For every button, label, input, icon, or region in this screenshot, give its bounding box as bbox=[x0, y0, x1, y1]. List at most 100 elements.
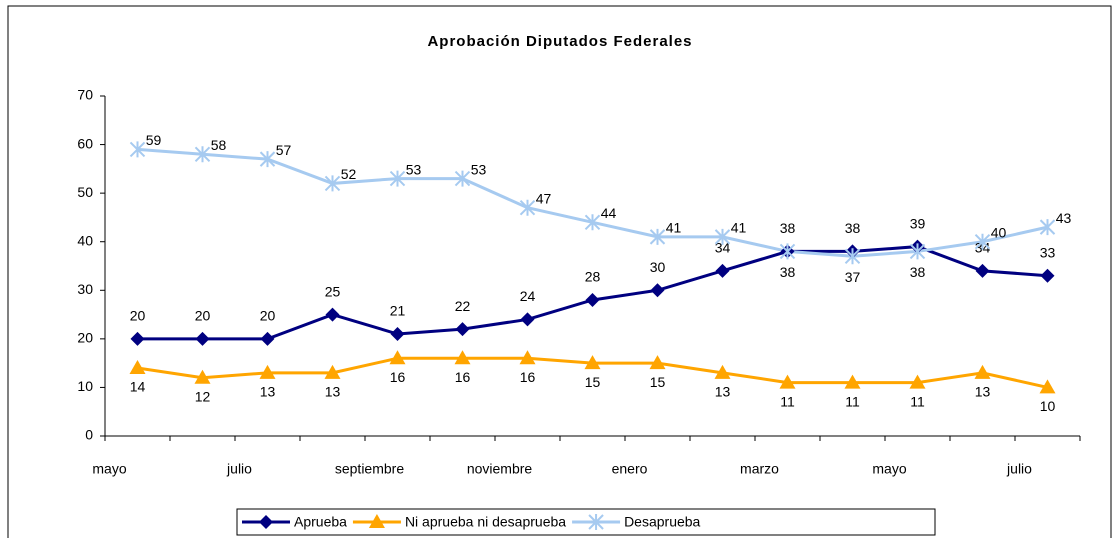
data-label: 20 bbox=[195, 308, 211, 324]
point bbox=[195, 331, 210, 346]
data-label: 25 bbox=[325, 283, 341, 299]
data-label: 13 bbox=[715, 384, 731, 400]
data-label: 16 bbox=[455, 369, 471, 385]
x-tick-label: marzo bbox=[740, 461, 779, 477]
data-label: 16 bbox=[390, 369, 406, 385]
data-label: 43 bbox=[1056, 210, 1072, 226]
point bbox=[454, 350, 471, 365]
y-tick-label: 10 bbox=[77, 378, 93, 394]
point bbox=[844, 374, 861, 389]
data-label: 47 bbox=[536, 190, 552, 206]
point bbox=[779, 374, 796, 389]
data-label: 16 bbox=[520, 369, 536, 385]
data-label: 38 bbox=[780, 220, 796, 236]
y-tick-label: 60 bbox=[77, 135, 93, 151]
point bbox=[714, 364, 731, 379]
data-label: 57 bbox=[276, 142, 292, 158]
point bbox=[909, 243, 926, 260]
data-label: 59 bbox=[146, 132, 162, 148]
data-label: 22 bbox=[455, 298, 471, 314]
data-label: 41 bbox=[731, 220, 747, 236]
point bbox=[714, 228, 731, 245]
point bbox=[259, 364, 276, 379]
data-label: 33 bbox=[1040, 244, 1056, 260]
x-tick-label: julio bbox=[1006, 461, 1032, 477]
data-label: 11 bbox=[910, 393, 925, 409]
legend-marker bbox=[588, 514, 604, 530]
data-label: 13 bbox=[260, 384, 276, 400]
x-tick-label: septiembre bbox=[335, 461, 404, 477]
legend-marker bbox=[368, 514, 385, 528]
point bbox=[1040, 268, 1055, 283]
point bbox=[325, 307, 340, 322]
point bbox=[909, 374, 926, 389]
point bbox=[650, 283, 665, 298]
point bbox=[844, 248, 861, 265]
data-label: 39 bbox=[910, 215, 926, 231]
point bbox=[389, 350, 406, 365]
data-label: 13 bbox=[325, 384, 341, 400]
y-tick-label: 30 bbox=[77, 281, 93, 297]
legend-label: Desaprueba bbox=[624, 514, 700, 530]
data-label: 40 bbox=[991, 224, 1007, 240]
data-label: 11 bbox=[780, 393, 795, 409]
data-label: 10 bbox=[1040, 398, 1056, 414]
point bbox=[390, 327, 405, 341]
point bbox=[260, 331, 275, 346]
point bbox=[585, 293, 600, 307]
data-label: 13 bbox=[975, 384, 991, 400]
data-label: 41 bbox=[666, 220, 682, 236]
chart-border bbox=[7, 5, 1112, 538]
point bbox=[974, 364, 991, 379]
data-label: 24 bbox=[520, 288, 536, 304]
point bbox=[1039, 379, 1056, 394]
x-tick-label: mayo bbox=[92, 461, 126, 477]
point bbox=[129, 141, 146, 158]
point bbox=[455, 322, 470, 337]
point bbox=[649, 228, 666, 245]
data-label: 15 bbox=[585, 374, 601, 390]
point bbox=[129, 360, 146, 374]
data-label: 15 bbox=[650, 374, 666, 390]
chart-title: Aprobación Diputados Federales bbox=[427, 33, 692, 50]
point bbox=[130, 331, 145, 346]
y-tick-label: 70 bbox=[77, 87, 93, 103]
y-tick-label: 50 bbox=[77, 184, 93, 200]
point bbox=[454, 170, 471, 187]
x-tick-label: enero bbox=[612, 461, 648, 477]
data-label: 28 bbox=[585, 269, 601, 285]
point bbox=[1039, 219, 1056, 236]
point bbox=[519, 199, 536, 216]
data-label: 14 bbox=[130, 379, 146, 395]
data-label: 38 bbox=[845, 220, 861, 236]
point bbox=[324, 364, 341, 379]
data-label: 11 bbox=[845, 393, 860, 409]
point bbox=[584, 355, 601, 370]
y-tick-label: 0 bbox=[85, 427, 93, 443]
data-label: 30 bbox=[650, 259, 666, 275]
point bbox=[519, 350, 536, 365]
data-label: 12 bbox=[195, 388, 211, 404]
y-tick-label: 40 bbox=[77, 232, 93, 248]
data-label: 38 bbox=[910, 264, 926, 280]
point bbox=[324, 175, 341, 192]
data-label: 58 bbox=[211, 137, 227, 153]
point bbox=[649, 355, 666, 370]
data-label: 52 bbox=[341, 166, 357, 182]
point bbox=[520, 312, 535, 327]
point bbox=[259, 151, 276, 168]
data-label: 53 bbox=[406, 161, 422, 177]
y-tick-label: 20 bbox=[77, 330, 93, 346]
point bbox=[779, 243, 796, 260]
data-label: 20 bbox=[130, 308, 146, 324]
x-tick-label: julio bbox=[226, 461, 252, 477]
point bbox=[194, 146, 211, 163]
x-tick-label: mayo bbox=[872, 461, 906, 477]
legend-label: Aprueba bbox=[294, 514, 347, 530]
point bbox=[974, 233, 991, 250]
data-label: 53 bbox=[471, 161, 487, 177]
x-tick-label: noviembre bbox=[467, 461, 533, 477]
data-label: 20 bbox=[260, 308, 276, 324]
legend-label: Ni aprueba ni desaprueba bbox=[405, 514, 566, 530]
